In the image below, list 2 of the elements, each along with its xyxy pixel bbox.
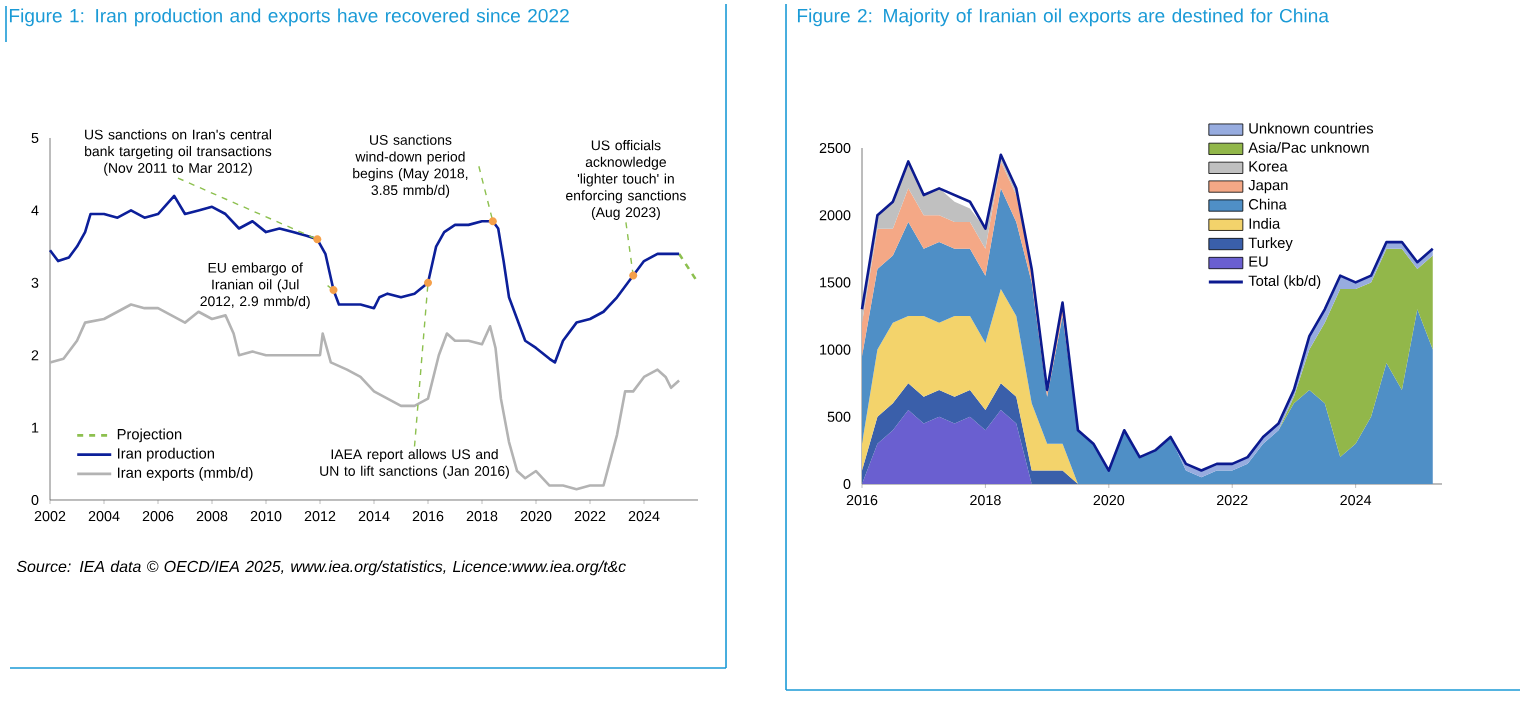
- chart-title: Figure 2: Majority of Iranian oil exports are destined for China: [797, 8, 1329, 27]
- chart-title: Figure 1: Iran production and exports have recovered since 2022: [9, 8, 569, 27]
